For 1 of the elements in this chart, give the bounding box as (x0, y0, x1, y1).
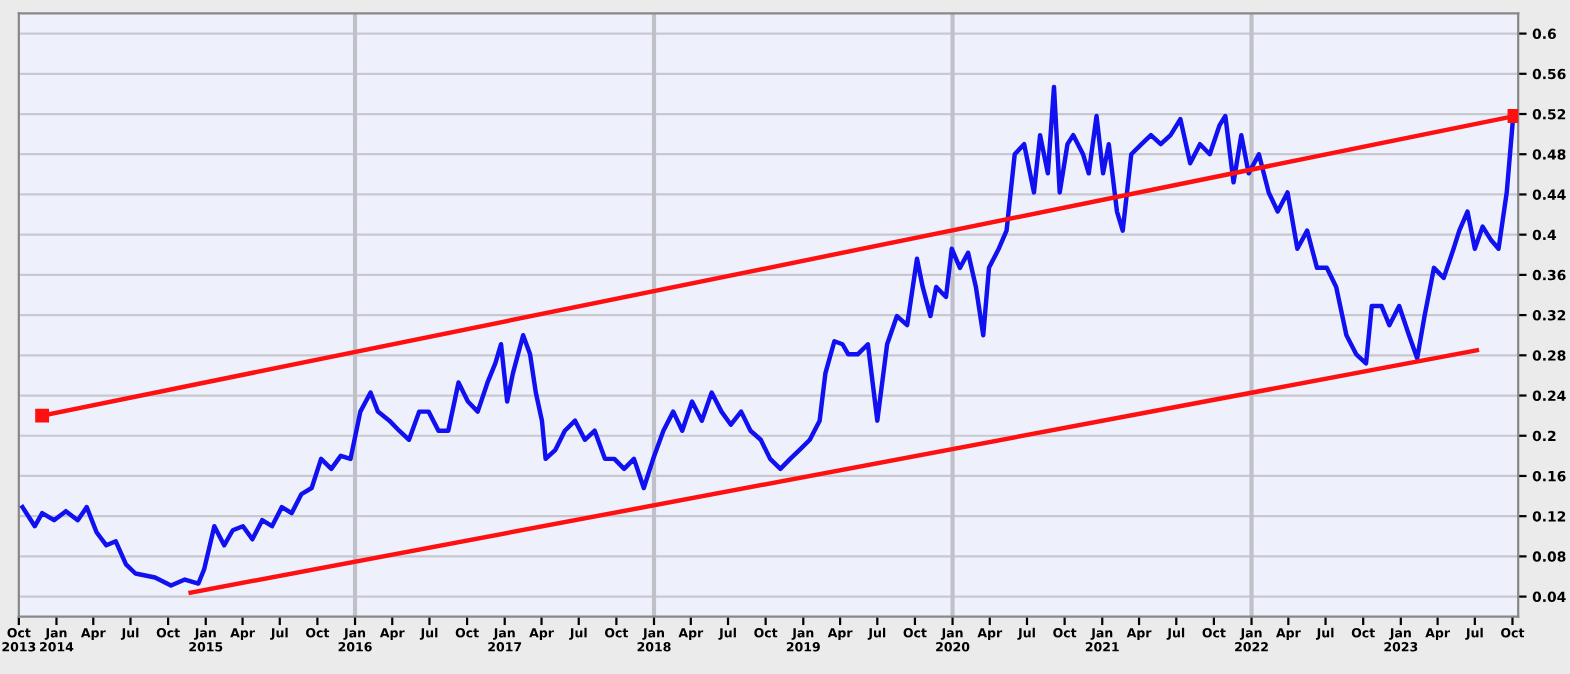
line-series (20, 84, 1515, 588)
